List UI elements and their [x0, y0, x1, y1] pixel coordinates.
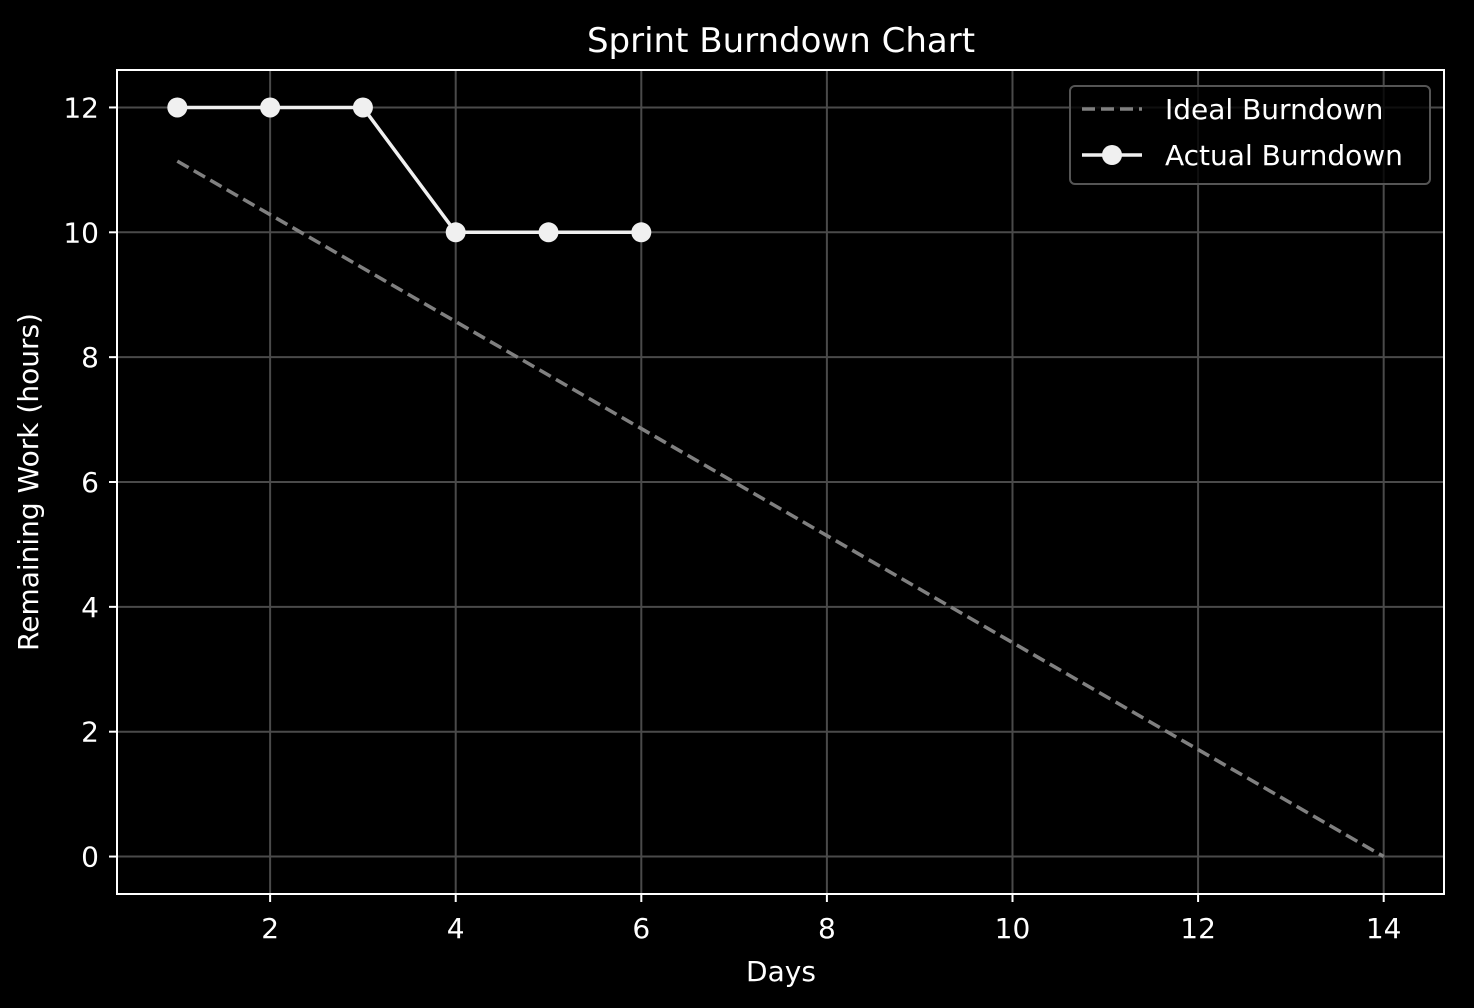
x-tick-label: 14	[1366, 912, 1402, 945]
x-axis-label: Days	[746, 955, 816, 988]
y-tick-label: 12	[63, 91, 99, 124]
y-tick-label: 0	[81, 841, 99, 874]
x-tick-label: 12	[1180, 912, 1216, 945]
legend-box	[1069, 85, 1431, 185]
axis-ticks: 2 4 6 8 10 12 14 0 2 4 6 8 10 12	[63, 91, 1401, 945]
y-axis-label: Remaining Work (hours)	[12, 313, 45, 651]
legend-actual-swatch-marker	[1102, 145, 1122, 165]
actual-burndown-point	[631, 222, 652, 243]
y-tick-label: 6	[81, 466, 99, 499]
legend-ideal-label: Ideal Burndown	[1165, 93, 1383, 126]
legend: Ideal Burndown Actual Burndown	[1069, 85, 1431, 185]
legend-actual-label: Actual Burndown	[1165, 139, 1403, 172]
x-tick-label: 6	[632, 912, 650, 945]
series	[167, 97, 1385, 859]
actual-burndown-point	[538, 222, 559, 243]
x-tick-label: 2	[261, 912, 279, 945]
actual-burndown-line	[177, 105, 642, 235]
y-tick-label: 4	[81, 591, 99, 624]
ideal-burndown-line	[176, 159, 1385, 859]
x-tick-label: 4	[447, 912, 465, 945]
chart-title: Sprint Burndown Chart	[587, 21, 975, 61]
y-tick-label: 2	[81, 716, 99, 749]
actual-burndown-point	[260, 97, 281, 118]
y-tick-label: 10	[63, 216, 99, 249]
x-tick-label: 8	[818, 912, 836, 945]
actual-burndown-point	[167, 97, 188, 118]
y-tick-label: 8	[81, 341, 99, 374]
x-tick-label: 10	[995, 912, 1031, 945]
actual-burndown-point	[352, 97, 373, 118]
grid	[117, 70, 1444, 894]
actual-burndown-point	[445, 222, 466, 243]
